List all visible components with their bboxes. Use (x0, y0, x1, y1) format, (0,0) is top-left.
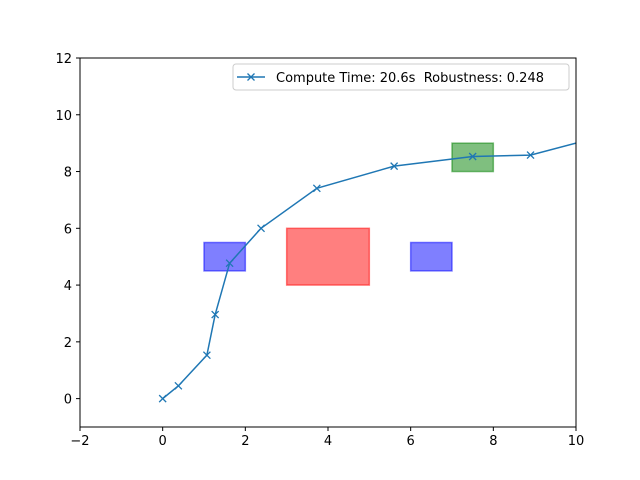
data-point (312, 184, 321, 193)
legend-box (232, 63, 570, 91)
y-tick-label: 12 (55, 52, 72, 67)
x-tick-label: 10 (568, 434, 585, 449)
blue-region-2 (409, 241, 453, 272)
x-tick-label: 4 (324, 434, 332, 449)
data-point (225, 259, 234, 268)
data-point (390, 162, 399, 171)
y-tick-label: 4 (64, 279, 72, 294)
data-point (257, 224, 265, 233)
data-point (202, 351, 211, 360)
data-point (211, 310, 220, 319)
blue-region-1 (203, 241, 247, 272)
legend: Compute Time: 20.6s Robustness: 0.248 (232, 63, 570, 91)
data-point (158, 394, 167, 403)
x-tick-label: 0 (159, 434, 167, 449)
regions-layer (203, 142, 495, 286)
x-tick-label: 6 (407, 434, 415, 449)
x-tick-label: −2 (70, 434, 89, 449)
y-tick-label: 0 (64, 393, 72, 408)
legend-label: Compute Time: 20.6s Robustness: 0.248 (276, 71, 544, 86)
legend-marker (247, 73, 255, 81)
y-tick-label: 6 (64, 222, 72, 237)
red-region (285, 227, 371, 286)
data-point (526, 151, 535, 160)
series-layer (158, 142, 576, 403)
green-region (451, 142, 495, 173)
data-point (174, 381, 183, 390)
y-tick-label: 8 (64, 166, 72, 181)
y-tick-label: 2 (64, 336, 72, 351)
y-tick-label: 10 (55, 109, 72, 124)
x-tick-label: 8 (489, 434, 497, 449)
data-point (468, 152, 477, 161)
x-tick-label: 2 (241, 434, 249, 449)
ticks-layer: −2 0 2 4 6 8 10 0 2 4 6 8 10 12 (55, 52, 584, 449)
